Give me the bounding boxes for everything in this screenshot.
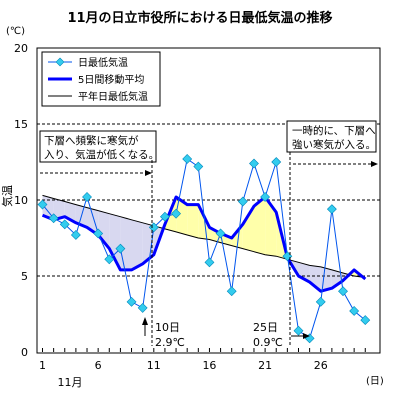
data-point-daily (48, 213, 59, 224)
data-point-daily (182, 154, 193, 164)
x-unit-label: (日) (366, 376, 384, 387)
series-line-normal (42, 194, 366, 278)
data-point-daily (82, 192, 92, 202)
callout-min-25th-temp: 0.9℃ (253, 336, 283, 349)
annotation-right-box (286, 120, 377, 153)
annotation-left-arrowhead (145, 170, 152, 176)
fill-above-normal (265, 197, 277, 257)
fill-below-normal (98, 210, 110, 249)
fill-below-normal (53, 198, 65, 220)
data-point-daily (271, 157, 282, 167)
annotation-right: 一時的に、下層へ 強い寒気が入る。 (286, 120, 378, 346)
data-point-daily (338, 286, 348, 297)
data-point-daily (293, 325, 304, 336)
data-point-daily (171, 208, 181, 219)
legend-label-daily: 日最低気温 (78, 56, 128, 69)
plot-frame (36, 47, 381, 354)
callout-min-25th-backdrop (252, 319, 288, 348)
series-layer (37, 154, 371, 344)
annotation-left-box (39, 130, 157, 163)
data-point-daily (326, 204, 337, 215)
annotation-right-arrowhead (371, 161, 378, 167)
data-point-daily (137, 302, 148, 313)
fill-below-normal (42, 195, 54, 220)
y-unit-label: (℃) (6, 26, 25, 37)
data-point-daily (104, 254, 115, 265)
fill-below-normal (320, 266, 332, 292)
fill-above-normal (242, 206, 254, 252)
legend-label-normal: 平年日最低気温 (78, 90, 148, 103)
y-tick-label: 20 (14, 42, 28, 55)
annotation-right-line1: 一時的に、下層へ (292, 124, 376, 137)
data-point-daily (204, 257, 215, 268)
fill-below-normal (309, 265, 321, 292)
callout-min-25th-day: 25日 (253, 321, 278, 334)
callout-min-10th-day: 10日 (155, 321, 180, 334)
callout-min-25th-arrowhead (303, 333, 310, 339)
fill-below-normal (120, 216, 132, 270)
fill-below-normal (131, 219, 143, 270)
annotation-left: 下層へ頻繁に寒気が 入り、気温が低くなる。 (39, 130, 159, 346)
annotation-left-line2: 入り、気温が低くなる。 (44, 148, 159, 161)
data-point-daily (360, 315, 371, 326)
x-tick-label: 16 (202, 359, 216, 372)
data-point-daily (249, 158, 259, 169)
data-point-daily (215, 228, 226, 239)
fill-above-normal (209, 227, 221, 243)
callout-min-10th-arrowhead (142, 317, 148, 325)
data-point-daily (37, 199, 48, 210)
x-tick-label: 26 (314, 359, 328, 372)
x-month-label: 11月 (58, 376, 83, 389)
data-point-daily (315, 296, 326, 307)
fill-below-normal (109, 213, 121, 270)
y-tick-label: 10 (14, 194, 28, 207)
fill-above-normal (220, 233, 232, 246)
legend-marker-daily (55, 57, 65, 67)
x-tick-label: 11 (147, 359, 161, 372)
y-tick-label: 5 (21, 270, 28, 283)
y-tick-label: 15 (14, 118, 28, 131)
chart-title: 11月の日立市役所における日最低気温の推移 (67, 10, 332, 26)
fill-above-normal (176, 197, 188, 235)
data-point-daily (126, 296, 137, 307)
legend-label-moving-average: 5日間移動平均 (78, 73, 144, 86)
data-point-daily (115, 243, 126, 254)
fill-above-normal (187, 204, 199, 238)
y-axis-label: 気温 (0, 185, 14, 207)
data-point-daily (59, 219, 70, 230)
series-line-daily (42, 158, 366, 340)
annotation-left-line1: 下層へ頻繁に寒気が (44, 134, 139, 147)
annotation-right-line2: 強い寒気が入る。 (292, 138, 376, 151)
callout-min-10th: 10日 2.9℃ (142, 317, 185, 349)
x-tick-label: 6 (95, 359, 102, 372)
data-point-daily (349, 306, 360, 316)
data-point-daily (160, 211, 170, 222)
data-point-daily (237, 196, 248, 207)
fill-below-normal (142, 222, 154, 264)
data-point-daily (93, 228, 104, 239)
fill-above-normal (254, 197, 266, 255)
fill-below-normal (331, 269, 343, 289)
callout-min-25th: 25日 0.9℃ (252, 319, 310, 349)
data-point-daily (70, 230, 81, 240)
y-tick-label: 0 (21, 346, 28, 359)
x-tick-label: 1 (39, 359, 46, 372)
data-point-daily (260, 192, 271, 202)
x-tick-label: 21 (258, 359, 272, 372)
data-point-daily (226, 286, 237, 297)
fill-above-normal (231, 224, 243, 249)
callout-min-10th-temp: 2.9℃ (155, 336, 185, 349)
legend: 日最低気温 5日間移動平均 平年日最低気温 (41, 51, 161, 107)
data-point-daily (193, 161, 204, 172)
